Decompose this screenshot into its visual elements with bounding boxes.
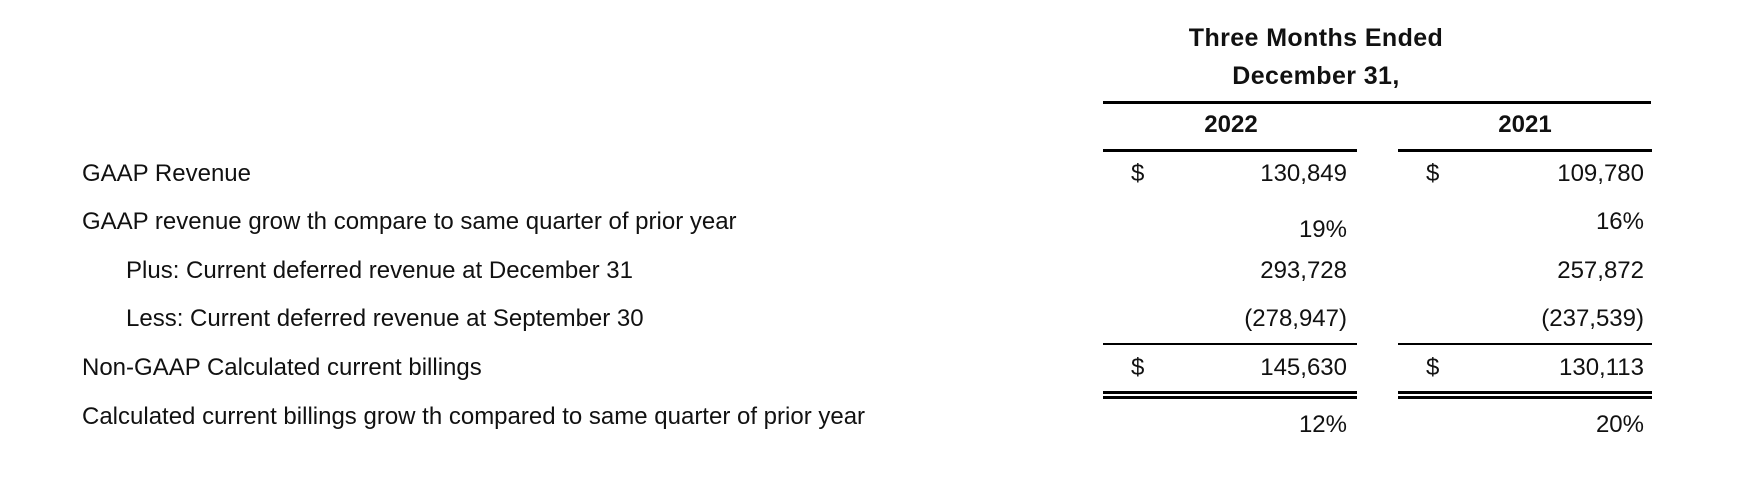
total-double-rule-2022 [1103,391,1357,399]
row-label-gaap-revenue-growth: GAAP revenue grow th compare to same qua… [82,208,737,235]
year-rule-2021 [1398,149,1652,152]
row-label-non-gaap-billings: Non-GAAP Calculated current billings [82,354,482,381]
value-2021: 130,113 [1559,354,1644,381]
column-header-2022: 2022 [1204,111,1258,138]
value-2021: (237,539) [1541,305,1644,332]
row-label-plus-deferred-revenue: Plus: Current deferred revenue at Decemb… [126,257,633,284]
currency-symbol: $ [1131,354,1145,381]
column-group-header-line2: December 31, [1232,62,1400,90]
value-2022: 19% [1298,216,1347,243]
value-2022: 130,849 [1260,160,1347,187]
currency-symbol: $ [1426,160,1440,187]
value-2022: (278,947) [1244,305,1347,332]
column-group-header-line1: Three Months Ended [1188,24,1444,52]
currency-symbol: $ [1131,160,1145,187]
value-2021: 20% [1595,411,1644,438]
subtotal-rule-2021 [1398,343,1652,345]
row-label-billings-growth: Calculated current billings grow th comp… [82,403,866,430]
subtotal-rule-2022 [1103,343,1357,345]
currency-symbol: $ [1426,354,1440,381]
value-2021: 16% [1595,208,1644,235]
value-2022: 145,630 [1260,354,1347,381]
value-2021: 109,780 [1557,160,1644,187]
row-label-gaap-revenue: GAAP Revenue [82,160,251,187]
value-2022: 293,728 [1260,257,1347,284]
row-label-less-deferred-revenue: Less: Current deferred revenue at Septem… [126,305,644,332]
total-double-rule-2021 [1398,391,1652,399]
column-header-2021: 2021 [1498,111,1552,138]
value-2022: 12% [1298,411,1347,438]
value-2021: 257,872 [1557,257,1644,284]
header-rule [1103,101,1651,104]
year-rule-2022 [1103,149,1357,152]
